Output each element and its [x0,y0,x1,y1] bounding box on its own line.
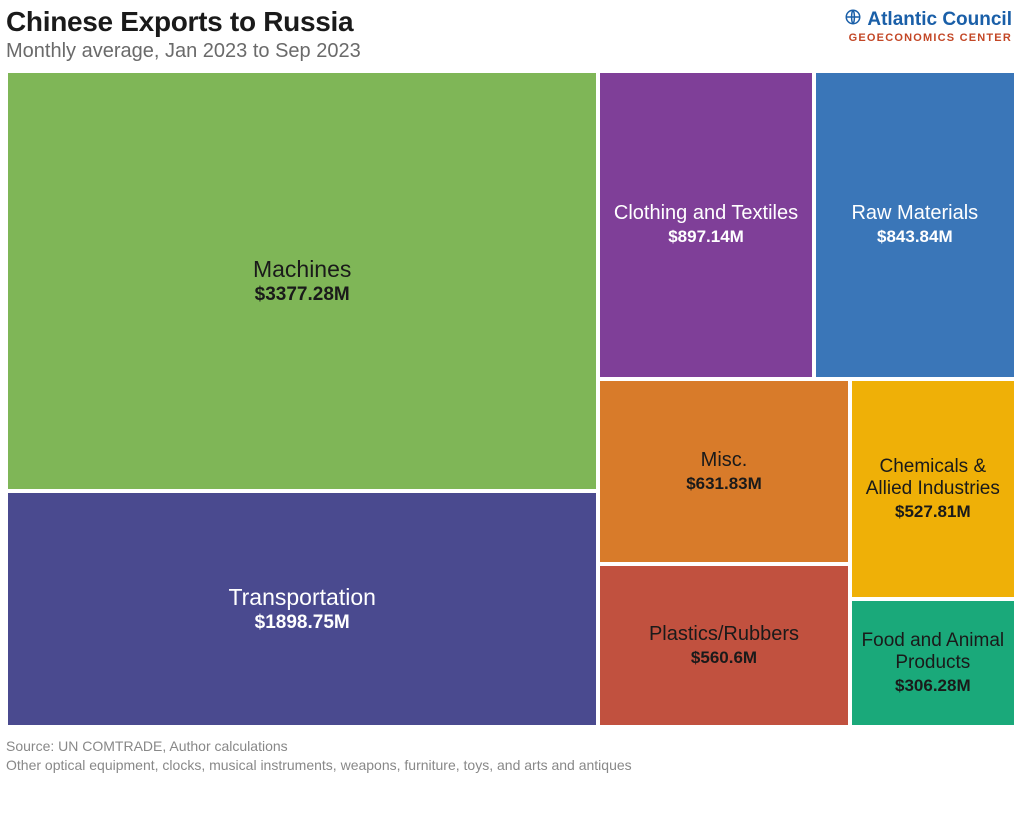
header: Chinese Exports to Russia Monthly averag… [6,6,1016,71]
title-block: Chinese Exports to Russia Monthly averag… [6,6,361,63]
cell-value: $306.28M [895,676,971,696]
treemap-cell-chemicals: Chemicals & Allied Industries$527.81M [850,379,1016,599]
brand-top: Atlantic Council [844,8,1012,31]
cell-value: $560.6M [691,648,757,668]
treemap-cell-transportation: Transportation$1898.75M [6,491,598,727]
treemap-cell-raw-materials: Raw Materials$843.84M [814,71,1016,379]
cell-label: Raw Materials [851,202,978,225]
cell-value: $1898.75M [255,612,350,634]
treemap-cell-misc: Misc.$631.83M [598,379,849,564]
treemap-cell-plastics: Plastics/Rubbers$560.6M [598,564,849,727]
cell-value: $897.14M [668,227,744,247]
cell-value: $527.81M [895,502,971,522]
footer: Source: UN COMTRADE, Author calculations… [6,727,1016,775]
cell-value: $3377.28M [255,284,350,306]
globe-icon [844,8,862,31]
treemap-cell-machines: Machines$3377.28M [6,71,598,491]
footer-note: Other optical equipment, clocks, musical… [6,756,1016,775]
brand-name: Atlantic Council [867,9,1012,31]
brand-subline: GEOECONOMICS CENTER [844,32,1012,44]
cell-label: Misc. [701,449,748,472]
chart-title: Chinese Exports to Russia [6,6,361,38]
cell-label: Food and Animal Products [856,630,1010,674]
brand-block: Atlantic Council GEOECONOMICS CENTER [844,6,1016,44]
treemap-chart: Machines$3377.28MTransportation$1898.75M… [6,71,1016,727]
cell-label: Plastics/Rubbers [649,623,799,646]
treemap-cell-clothing: Clothing and Textiles$897.14M [598,71,813,379]
chart-subtitle: Monthly average, Jan 2023 to Sep 2023 [6,40,361,63]
cell-label: Machines [253,256,351,282]
treemap-cell-food: Food and Animal Products$306.28M [850,599,1016,727]
cell-label: Clothing and Textiles [614,202,798,225]
footer-source: Source: UN COMTRADE, Author calculations [6,737,1016,756]
cell-value: $843.84M [877,227,953,247]
cell-label: Chemicals & Allied Industries [856,456,1010,500]
cell-value: $631.83M [686,474,762,494]
cell-label: Transportation [228,584,375,610]
